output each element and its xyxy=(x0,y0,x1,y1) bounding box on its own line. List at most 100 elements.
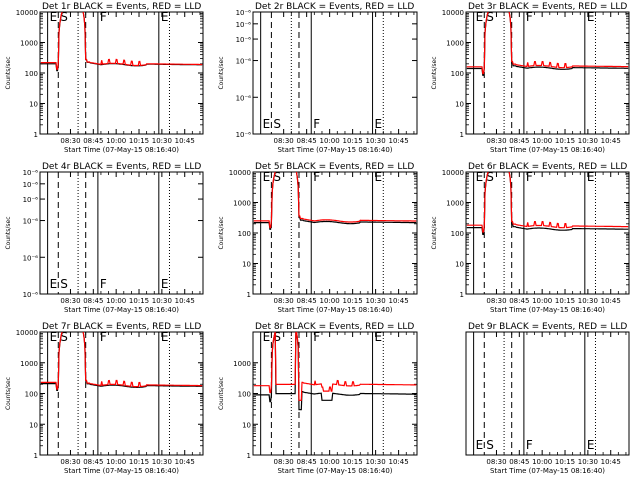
panel-8: Det 8r BLACK = Events, RED = LLD Counts/s… xyxy=(218,322,418,475)
y-tick-label: 10 xyxy=(29,421,38,429)
x-tick-label: 10:15 xyxy=(343,137,363,145)
x-tick-label: 10:00 xyxy=(106,458,126,466)
plot-frame xyxy=(39,171,204,295)
plot-frame xyxy=(39,331,204,456)
panel-2: Det 2r BLACK = Events, RED = LLD Counts/s… xyxy=(218,2,418,154)
plot-frame xyxy=(252,11,418,135)
panel-title: Det 1r BLACK = Events, RED = LLD xyxy=(42,2,201,12)
y-tick-label: 1 xyxy=(247,452,251,460)
x-tick-label: 10:15 xyxy=(129,458,149,466)
panel-9: Det 9r BLACK = Events, RED = LLD Start Ti… xyxy=(465,322,630,475)
marker-label: S xyxy=(273,170,281,184)
x-axis-label: Start Time (07-May-15 08:16:40) xyxy=(490,306,605,314)
panel-1: Det 1r BLACK = Events, RED = LLD Counts/s… xyxy=(5,2,204,154)
y-tick-label: 1000 xyxy=(20,40,38,48)
marker-label: S xyxy=(60,330,68,344)
panel-title: Det 6r BLACK = Events, RED = LLD xyxy=(468,162,627,172)
y-tick-label: 1 xyxy=(34,131,38,139)
x-tick-label: 10:15 xyxy=(555,137,575,145)
y-tick-label: 1000 xyxy=(20,360,38,368)
y-tick-label: 100 xyxy=(451,70,464,78)
marker-label: S xyxy=(60,10,68,24)
x-tick-label: 10:15 xyxy=(129,137,149,145)
marker-label: F xyxy=(526,170,533,184)
x-tick-label: 10:30 xyxy=(366,297,386,305)
panel-4: Det 4r BLACK = Events, RED = LLD Counts/s… xyxy=(5,162,204,314)
plot-frame xyxy=(465,11,630,135)
y-tick-label: 10 xyxy=(242,421,251,429)
series-line-red xyxy=(253,172,417,229)
marker-label: E xyxy=(50,10,58,24)
marker-label: F xyxy=(100,10,107,24)
x-axis-label: Start Time (07-May-15 08:16:40) xyxy=(64,306,179,314)
y-tick-label: 10⁻⁶ xyxy=(23,218,39,226)
y-tick-label: 10 xyxy=(29,101,38,109)
marker-label: E xyxy=(375,170,383,184)
y-tick-label: 100 xyxy=(238,230,251,238)
x-tick-label: 10:45 xyxy=(175,137,195,145)
plot-frame xyxy=(39,11,204,135)
marker-label: F xyxy=(313,117,320,131)
y-tick-label: 10000 xyxy=(442,169,464,177)
panel-title: Det 9r BLACK = Events, RED = LLD xyxy=(468,322,627,332)
x-axis-label: Start Time (07-May-15 08:16:40) xyxy=(277,306,392,314)
x-tick-label: 08:30 xyxy=(60,137,80,145)
marker-label: F xyxy=(100,277,107,291)
x-tick-label: 10:15 xyxy=(555,297,575,305)
marker-label: E xyxy=(375,330,383,344)
marker-label: E xyxy=(263,170,271,184)
y-tick-label: 10 xyxy=(455,101,464,109)
y-tick-label: 10 xyxy=(455,261,464,269)
panel-title: Det 8r BLACK = Events, RED = LLD xyxy=(255,322,414,332)
x-tick-label: 08:30 xyxy=(486,458,506,466)
y-tick-label: 10⁻⁶ xyxy=(236,58,252,66)
y-tick-label: 1 xyxy=(460,291,464,299)
marker-label: E xyxy=(161,330,169,344)
panel-title: Det 7r BLACK = Events, RED = LLD xyxy=(42,322,201,332)
x-tick-label: 08:30 xyxy=(60,297,80,305)
x-tick-label: 10:30 xyxy=(366,137,386,145)
marker-label: E xyxy=(161,10,169,24)
series-line-black xyxy=(253,332,417,411)
x-tick-label: 10:00 xyxy=(320,458,340,466)
y-axis-label: Counts/sec xyxy=(431,56,438,89)
series-line-black xyxy=(466,12,629,76)
series-line-red xyxy=(253,332,417,401)
marker-label: E xyxy=(50,330,58,344)
panel-7: Det 7r BLACK = Events, RED = LLD Counts/s… xyxy=(5,322,204,475)
x-tick-label: 08:45 xyxy=(83,137,103,145)
marker-label: F xyxy=(313,170,320,184)
x-tick-label: 08:30 xyxy=(274,458,294,466)
y-axis-label: Counts/sec xyxy=(218,56,225,89)
y-tick-label: 10⁻⁶ xyxy=(23,196,39,204)
series-line-red xyxy=(466,172,629,233)
x-tick-label: 10:00 xyxy=(320,137,340,145)
panel-title: Det 5r BLACK = Events, RED = LLD xyxy=(255,162,414,172)
x-tick-label: 08:45 xyxy=(297,137,317,145)
x-axis-label: Start Time (07-May-15 08:16:40) xyxy=(277,146,392,154)
x-tick-label: 10:45 xyxy=(601,458,621,466)
y-axis-label: Counts/sec xyxy=(5,377,12,410)
series-line-black xyxy=(466,172,629,235)
marker-label: E xyxy=(161,277,169,291)
y-tick-label: 10⁻⁶ xyxy=(23,254,39,262)
x-axis-label: Start Time (07-May-15 08:16:40) xyxy=(64,467,179,475)
y-tick-label: 100 xyxy=(25,70,38,78)
y-tick-label: 100 xyxy=(238,391,251,399)
y-tick-label: 10 xyxy=(242,261,251,269)
panel-6: Det 6r BLACK = Events, RED = LLD Counts/s… xyxy=(431,162,630,314)
marker-label: S xyxy=(60,277,68,291)
x-tick-label: 10:30 xyxy=(578,458,598,466)
panel-title: Det 3r BLACK = Events, RED = LLD xyxy=(468,2,627,12)
marker-label: E xyxy=(476,10,484,24)
marker-label: F xyxy=(100,330,107,344)
x-tick-label: 10:30 xyxy=(578,137,598,145)
y-tick-label: 10000 xyxy=(442,9,464,17)
x-tick-label: 10:30 xyxy=(578,297,598,305)
y-tick-label: 10⁻⁶ xyxy=(23,169,39,177)
x-tick-label: 08:30 xyxy=(274,297,294,305)
y-tick-label: 1000 xyxy=(446,40,464,48)
marker-label: E xyxy=(587,170,595,184)
y-tick-label: 1000 xyxy=(233,360,251,368)
series-line-black xyxy=(253,172,417,230)
